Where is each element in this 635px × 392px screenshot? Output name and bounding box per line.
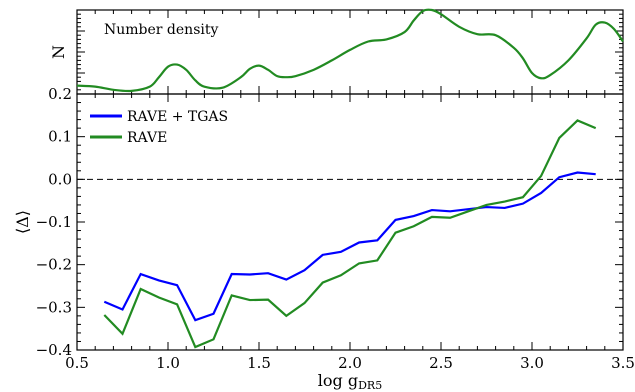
bottom-ticks <box>76 93 624 351</box>
legend-label-rave: RAVE <box>127 130 167 146</box>
xlabel-main: log g <box>318 371 358 390</box>
ytick-label: −0.1 <box>36 213 72 231</box>
top-ticks <box>76 9 624 95</box>
bottom-ytick-labels: −0.4 −0.3 −0.2 −0.1 0.0 0.1 <box>36 128 72 359</box>
top-ytick-label: 0.2 <box>48 85 72 103</box>
ytick-label: 0.0 <box>48 170 72 188</box>
ytick-label: 0.1 <box>48 128 72 146</box>
top-ylabel: N <box>49 45 68 59</box>
xtick-label: 3.5 <box>611 354 635 372</box>
xtick-label: 2.5 <box>429 354 453 372</box>
series-line-rave-tgas <box>103 171 596 322</box>
xtick-label: 1.5 <box>247 354 271 372</box>
ytick-label: −0.3 <box>36 298 72 316</box>
legend-label-rave-tgas: RAVE + TGAS <box>127 109 228 125</box>
xtick-label: 2.0 <box>338 354 362 372</box>
legend: RAVE + TGAS RAVE <box>90 109 228 146</box>
xtick-label: 3.0 <box>520 354 544 372</box>
ytick-label: −0.2 <box>36 256 72 274</box>
bottom-xtick-labels: 0.5 1.0 1.5 2.0 2.5 3.0 3.5 <box>65 354 635 372</box>
xtick-label: 0.5 <box>65 354 89 372</box>
ytick-label: −0.4 <box>36 341 72 359</box>
bottom-panel: RAVE + TGAS RAVE −0.4−0.3−0.2−0.10.00.1 … <box>13 93 635 392</box>
top-annotation: Number density <box>104 22 218 38</box>
top-panel: Number density N 0.2 <box>48 8 624 103</box>
bottom-xlabel: log gDR5 <box>318 371 382 392</box>
number-density-line <box>76 8 624 93</box>
series-line-rave <box>103 119 597 349</box>
xtick-label: 1.0 <box>156 354 180 372</box>
bottom-ylabel: ⟨Δ⟩ <box>13 210 32 234</box>
xlabel-subscript: DR5 <box>358 379 382 392</box>
